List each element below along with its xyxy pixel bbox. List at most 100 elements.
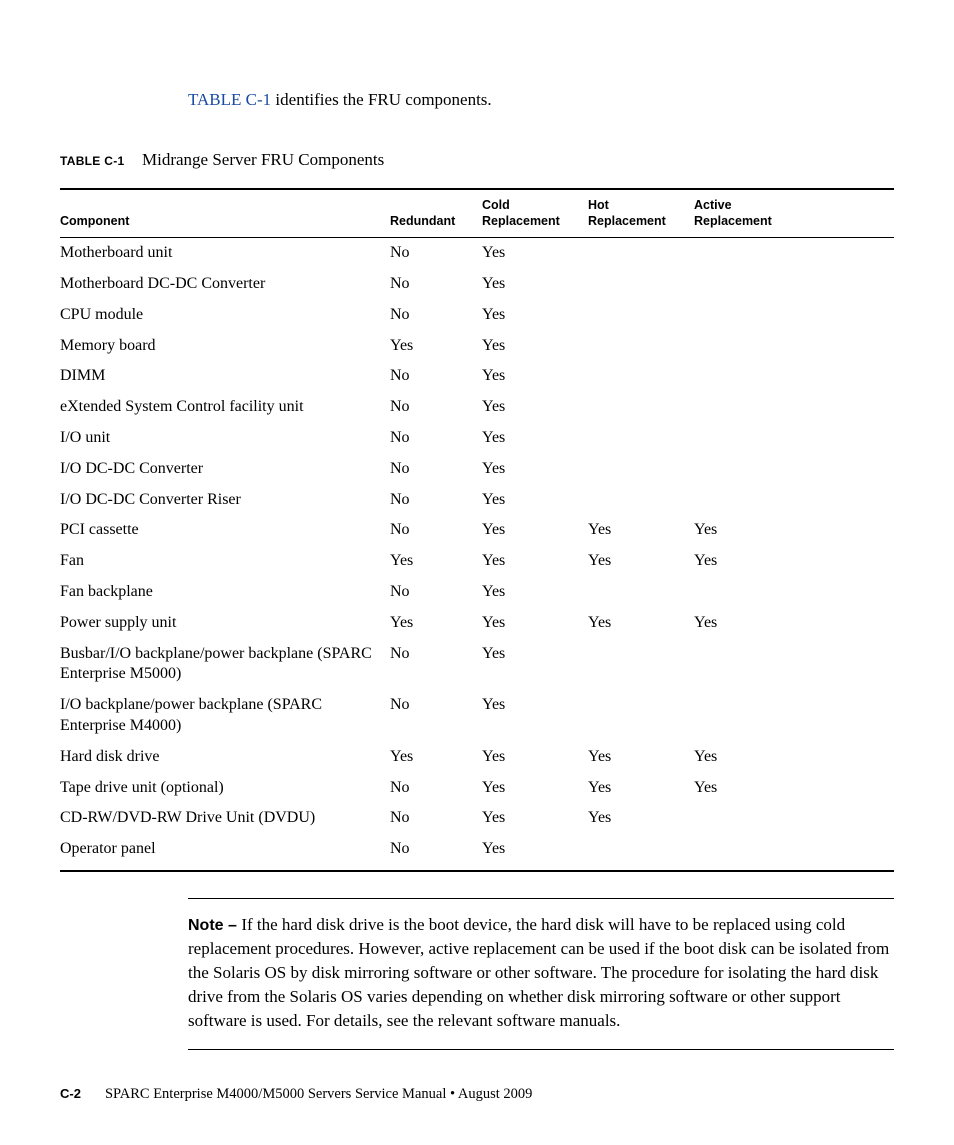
cell-active (694, 392, 894, 423)
cell-hot (588, 423, 694, 454)
cell-active: Yes (694, 742, 894, 773)
cell-component: Tape drive unit (optional) (60, 773, 390, 804)
cell-component: Power supply unit (60, 608, 390, 639)
cell-hot (588, 834, 694, 871)
cell-hot (588, 269, 694, 300)
cell-component: Busbar/I/O backplane/power backplane (SP… (60, 639, 390, 691)
cell-cold: Yes (482, 331, 588, 362)
cell-redundant: No (390, 690, 482, 742)
table-row: I/O unitNoYes (60, 423, 894, 454)
cell-cold: Yes (482, 238, 588, 269)
cell-cold: Yes (482, 639, 588, 691)
fru-table: Component Redundant ColdReplacement HotR… (60, 188, 894, 872)
cell-redundant: No (390, 454, 482, 485)
table-row: DIMMNoYes (60, 361, 894, 392)
cell-hot: Yes (588, 773, 694, 804)
cell-active (694, 690, 894, 742)
cell-cold: Yes (482, 392, 588, 423)
table-row: CPU moduleNoYes (60, 300, 894, 331)
cell-redundant: Yes (390, 331, 482, 362)
cell-hot (588, 300, 694, 331)
caption-label: TABLE C-1 (60, 154, 124, 168)
cell-active (694, 331, 894, 362)
cell-hot (588, 454, 694, 485)
table-row: eXtended System Control facility unitNoY… (60, 392, 894, 423)
cell-hot: Yes (588, 742, 694, 773)
cell-active (694, 269, 894, 300)
cell-redundant: No (390, 238, 482, 269)
cell-cold: Yes (482, 454, 588, 485)
table-row: Memory boardYesYes (60, 331, 894, 362)
table-row: I/O DC-DC ConverterNoYes (60, 454, 894, 485)
col-header-redundant: Redundant (390, 189, 482, 238)
cell-component: eXtended System Control facility unit (60, 392, 390, 423)
cell-redundant: No (390, 834, 482, 871)
cell-redundant: No (390, 773, 482, 804)
table-row: CD-RW/DVD-RW Drive Unit (DVDU)NoYesYes (60, 803, 894, 834)
table-row: I/O backplane/power backplane (SPARC Ent… (60, 690, 894, 742)
caption-title: Midrange Server FRU Components (142, 150, 384, 169)
cell-component: I/O unit (60, 423, 390, 454)
cell-cold: Yes (482, 423, 588, 454)
table-row: Motherboard DC-DC ConverterNoYes (60, 269, 894, 300)
table-row: Operator panelNoYes (60, 834, 894, 871)
col-header-component: Component (60, 189, 390, 238)
cell-redundant: No (390, 515, 482, 546)
cell-active: Yes (694, 608, 894, 639)
cell-hot: Yes (588, 803, 694, 834)
cell-redundant: No (390, 300, 482, 331)
cell-cold: Yes (482, 546, 588, 577)
cell-component: Operator panel (60, 834, 390, 871)
table-row: Tape drive unit (optional)NoYesYesYes (60, 773, 894, 804)
cell-cold: Yes (482, 485, 588, 516)
col-header-cold: ColdReplacement (482, 189, 588, 238)
cell-active (694, 423, 894, 454)
cell-component: DIMM (60, 361, 390, 392)
cell-hot (588, 485, 694, 516)
cell-cold: Yes (482, 834, 588, 871)
table-row: Power supply unitYesYesYesYes (60, 608, 894, 639)
table-ref-link[interactable]: TABLE C-1 (188, 90, 271, 109)
intro-line: TABLE C-1 identifies the FRU components. (188, 90, 894, 110)
cell-component: I/O DC-DC Converter Riser (60, 485, 390, 516)
cell-hot (588, 577, 694, 608)
table-caption: TABLE C-1 Midrange Server FRU Components (60, 150, 894, 170)
col-header-hot: HotReplacement (588, 189, 694, 238)
cell-component: Fan backplane (60, 577, 390, 608)
cell-component: Hard disk drive (60, 742, 390, 773)
cell-component: Fan (60, 546, 390, 577)
table-row: Motherboard unitNoYes (60, 238, 894, 269)
cell-hot: Yes (588, 546, 694, 577)
cell-active: Yes (694, 773, 894, 804)
cell-component: PCI cassette (60, 515, 390, 546)
cell-active (694, 361, 894, 392)
cell-component: CPU module (60, 300, 390, 331)
cell-cold: Yes (482, 773, 588, 804)
cell-redundant: No (390, 269, 482, 300)
cell-hot (588, 639, 694, 691)
cell-redundant: No (390, 392, 482, 423)
cell-redundant: No (390, 423, 482, 454)
cell-hot (588, 361, 694, 392)
table-row: FanYesYesYesYes (60, 546, 894, 577)
cell-active (694, 577, 894, 608)
cell-cold: Yes (482, 608, 588, 639)
cell-component: I/O DC-DC Converter (60, 454, 390, 485)
cell-hot (588, 392, 694, 423)
cell-component: CD-RW/DVD-RW Drive Unit (DVDU) (60, 803, 390, 834)
cell-redundant: No (390, 361, 482, 392)
cell-redundant: No (390, 803, 482, 834)
cell-component: I/O backplane/power backplane (SPARC Ent… (60, 690, 390, 742)
cell-redundant: No (390, 577, 482, 608)
page-number: C-2 (60, 1086, 81, 1101)
page: TABLE C-1 identifies the FRU components.… (0, 0, 954, 1145)
cell-active (694, 238, 894, 269)
cell-hot: Yes (588, 515, 694, 546)
note-block: Note – If the hard disk drive is the boo… (188, 898, 894, 1050)
cell-hot (588, 238, 694, 269)
cell-hot (588, 331, 694, 362)
cell-active (694, 485, 894, 516)
cell-component: Motherboard unit (60, 238, 390, 269)
table-row: Fan backplaneNoYes (60, 577, 894, 608)
table-head: Component Redundant ColdReplacement HotR… (60, 189, 894, 238)
